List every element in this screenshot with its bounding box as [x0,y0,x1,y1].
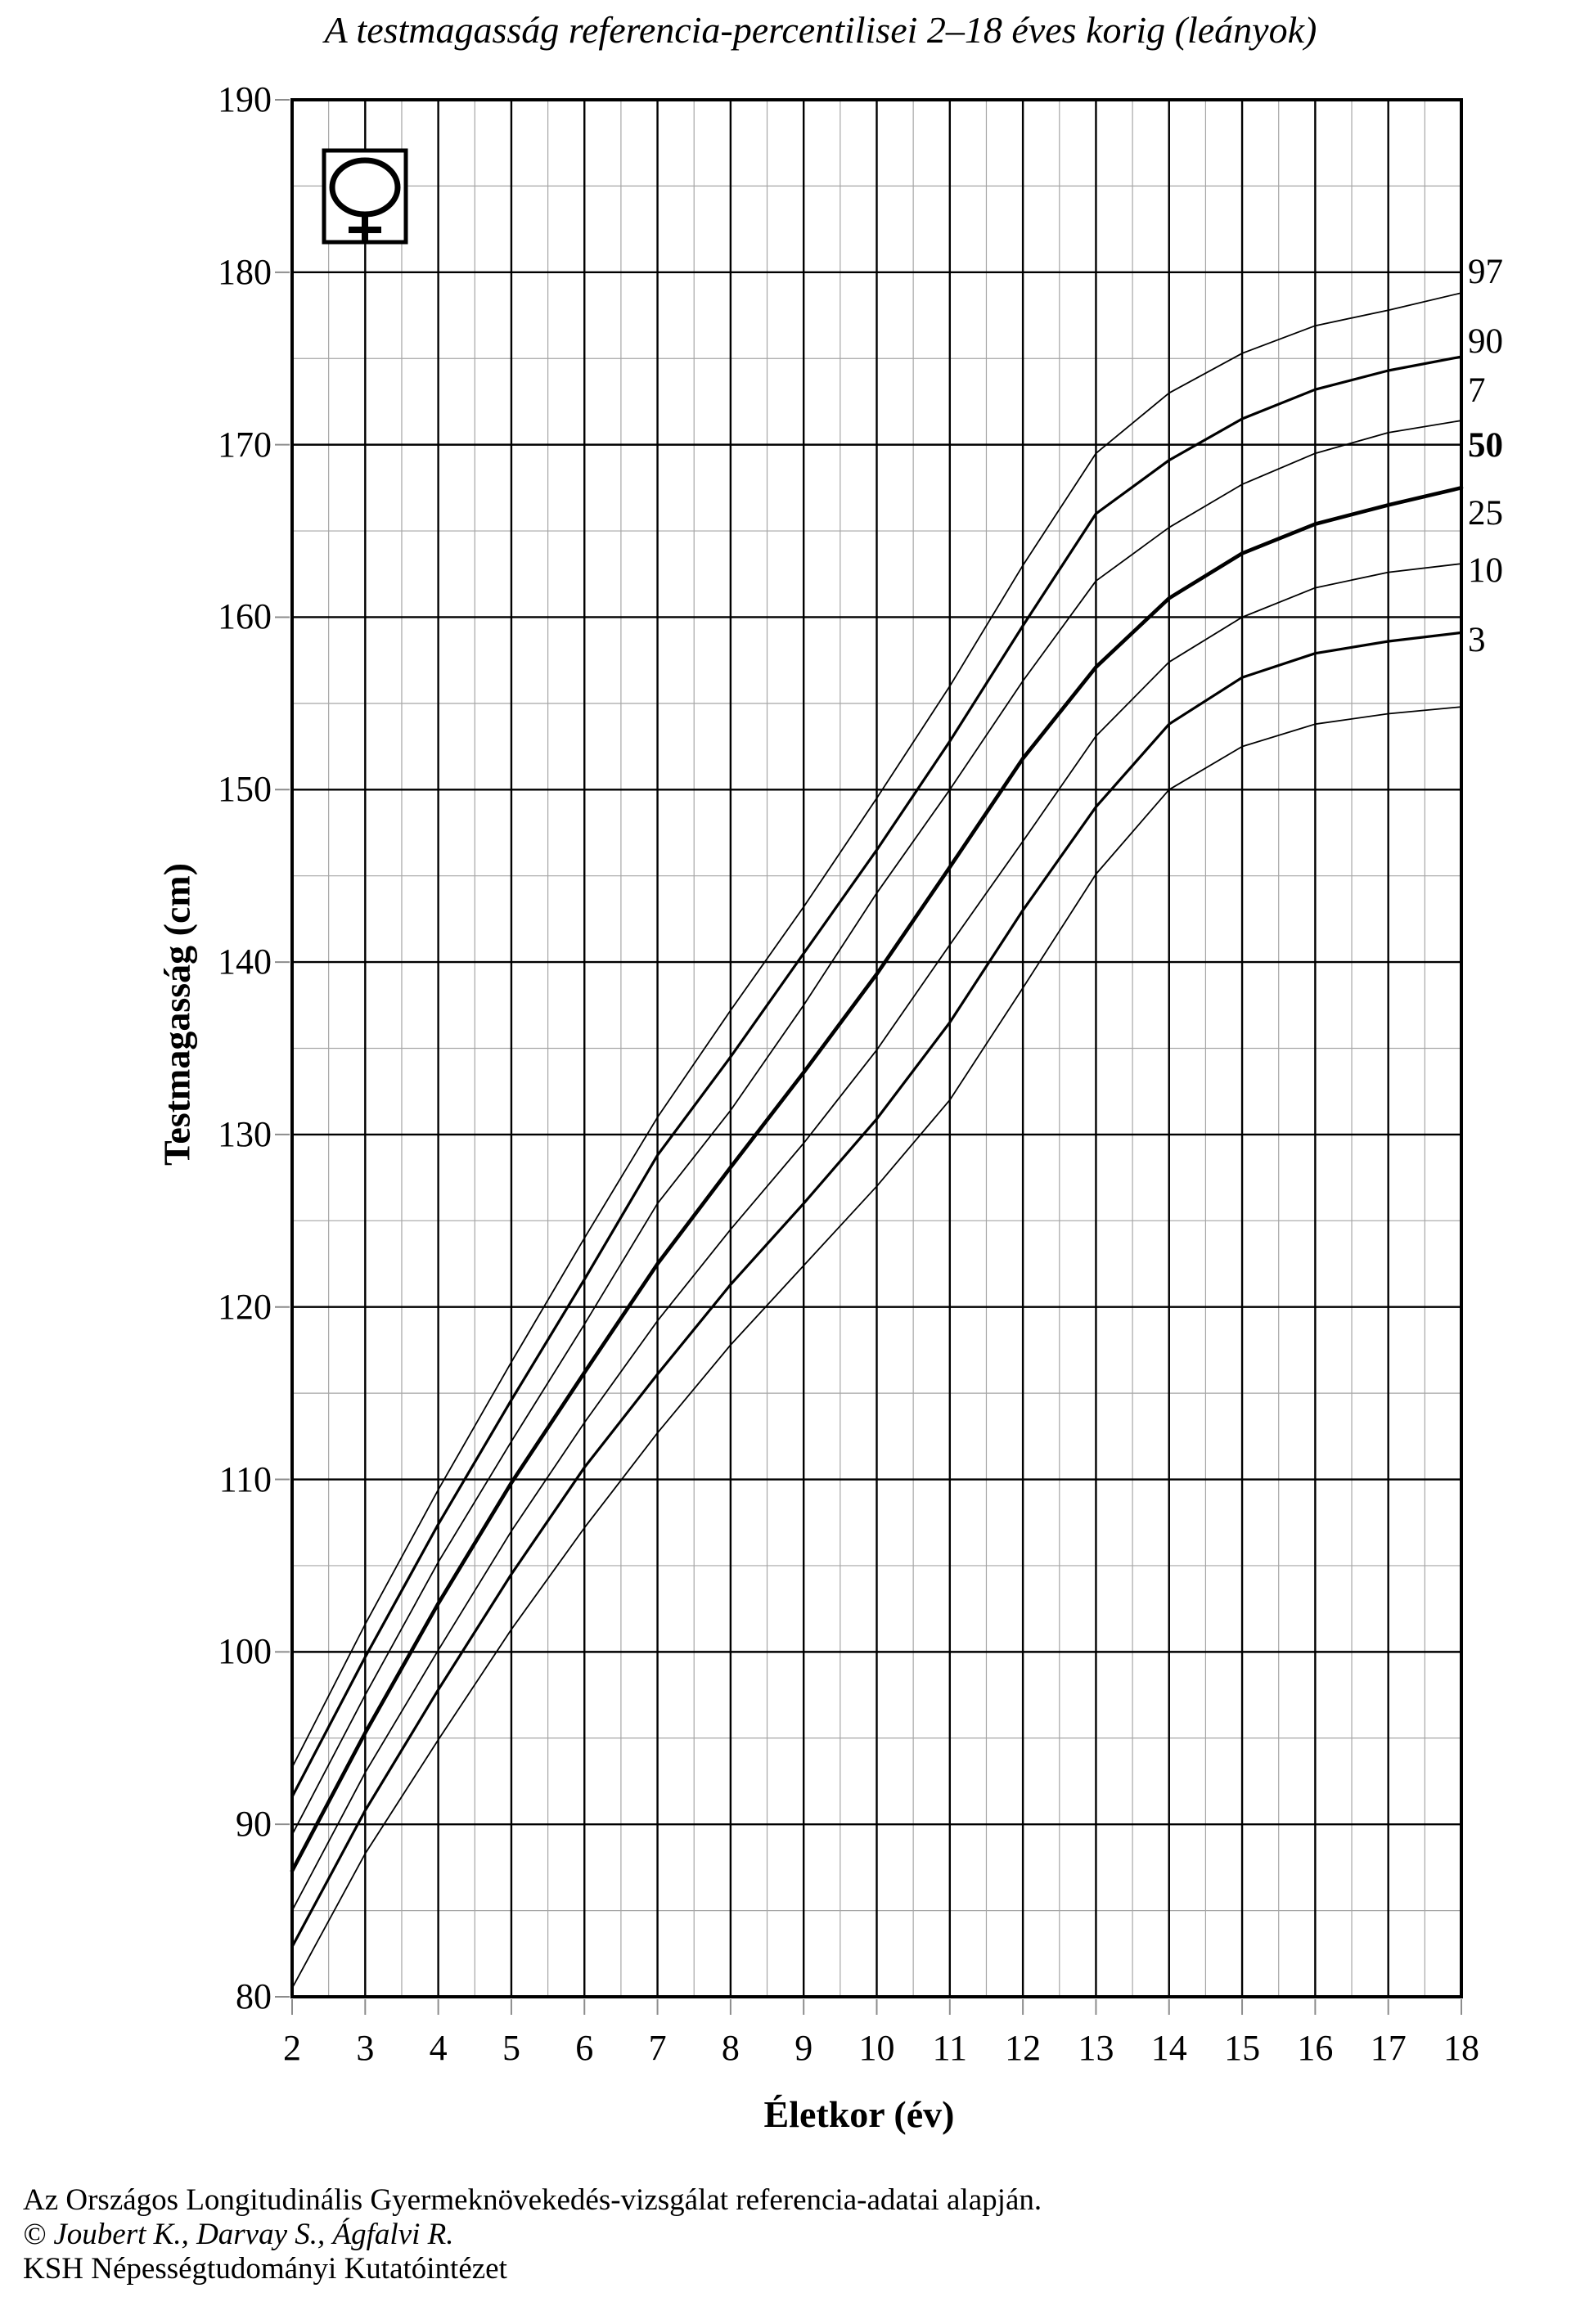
x-tick-label-16: 16 [1297,2028,1334,2068]
x-tick-label-12: 12 [1005,2028,1042,2068]
x-tick-label-17: 17 [1370,2028,1407,2068]
x-axis-title: Életkor (év) [763,2093,955,2135]
y-tick-label-90: 90 [236,1804,272,1845]
percentile-3-label: 3 [1468,621,1486,659]
y-tick-label-160: 160 [218,596,272,637]
page-title: A testmagasság referencia-percentilisei … [324,9,1317,51]
percentile-50-curve [290,485,1464,1873]
y-tick-label-190: 190 [218,79,272,119]
percentile-90-label: 90 [1468,322,1503,361]
percentile-97-curve [291,292,1462,1769]
x-tick-label-18: 18 [1443,2028,1479,2068]
x-tick-label-13: 13 [1078,2028,1114,2068]
x-tick-label-6: 6 [575,2028,594,2068]
y-tick-label-130: 130 [218,1113,272,1154]
percentile-25-curve [291,563,1462,1912]
female-symbol-icon [322,148,408,245]
y-tick-label-80: 80 [236,1976,272,2016]
percentile-75-label: 7 [1468,371,1486,410]
footer-institute-line: KSH Népességtudományi Kutatóintézet [23,2252,507,2286]
y-tick-label-110: 110 [218,1459,272,1499]
plot-border [290,98,1463,1998]
y-tick-label-150: 150 [218,769,272,810]
x-tick-label-14: 14 [1150,2028,1187,2068]
y-axis-title: Testmagasság (cm) [155,862,198,1166]
y-tick-label-140: 140 [218,942,272,982]
percentile-75-curve [291,420,1462,1836]
percentile-90-curve [290,355,1463,1799]
x-tick-label-9: 9 [795,2028,813,2068]
x-tick-label-4: 4 [429,2028,448,2068]
percentile-3-curve [291,706,1462,1989]
footer-authors-line: © Joubert K., Darvay S., Ágfalvi R. [23,2218,454,2251]
y-tick-label-180: 180 [218,251,272,292]
percentile-97-label: 97 [1468,253,1503,291]
x-tick-label-7: 7 [648,2028,667,2068]
x-tick-label-5: 5 [502,2028,520,2068]
x-tick-label-10: 10 [858,2028,895,2068]
y-tick-label-100: 100 [218,1631,272,1672]
percentile-50-label: 50 [1468,426,1503,465]
y-tick-label-120: 120 [218,1286,272,1327]
x-tick-label-2: 2 [283,2028,301,2068]
x-tick-label-15: 15 [1224,2028,1261,2068]
x-tick-label-11: 11 [932,2028,967,2068]
x-tick-label-8: 8 [721,2028,740,2068]
footer-source-line: Az Országos Longitudinális Gyermeknöveke… [23,2183,1042,2217]
percentile-10-curve [290,631,1463,1949]
percentile-10-label: 10 [1468,551,1503,590]
percentile-25-label: 25 [1468,494,1503,533]
y-tick-label-170: 170 [218,424,272,465]
x-tick-label-3: 3 [356,2028,375,2068]
